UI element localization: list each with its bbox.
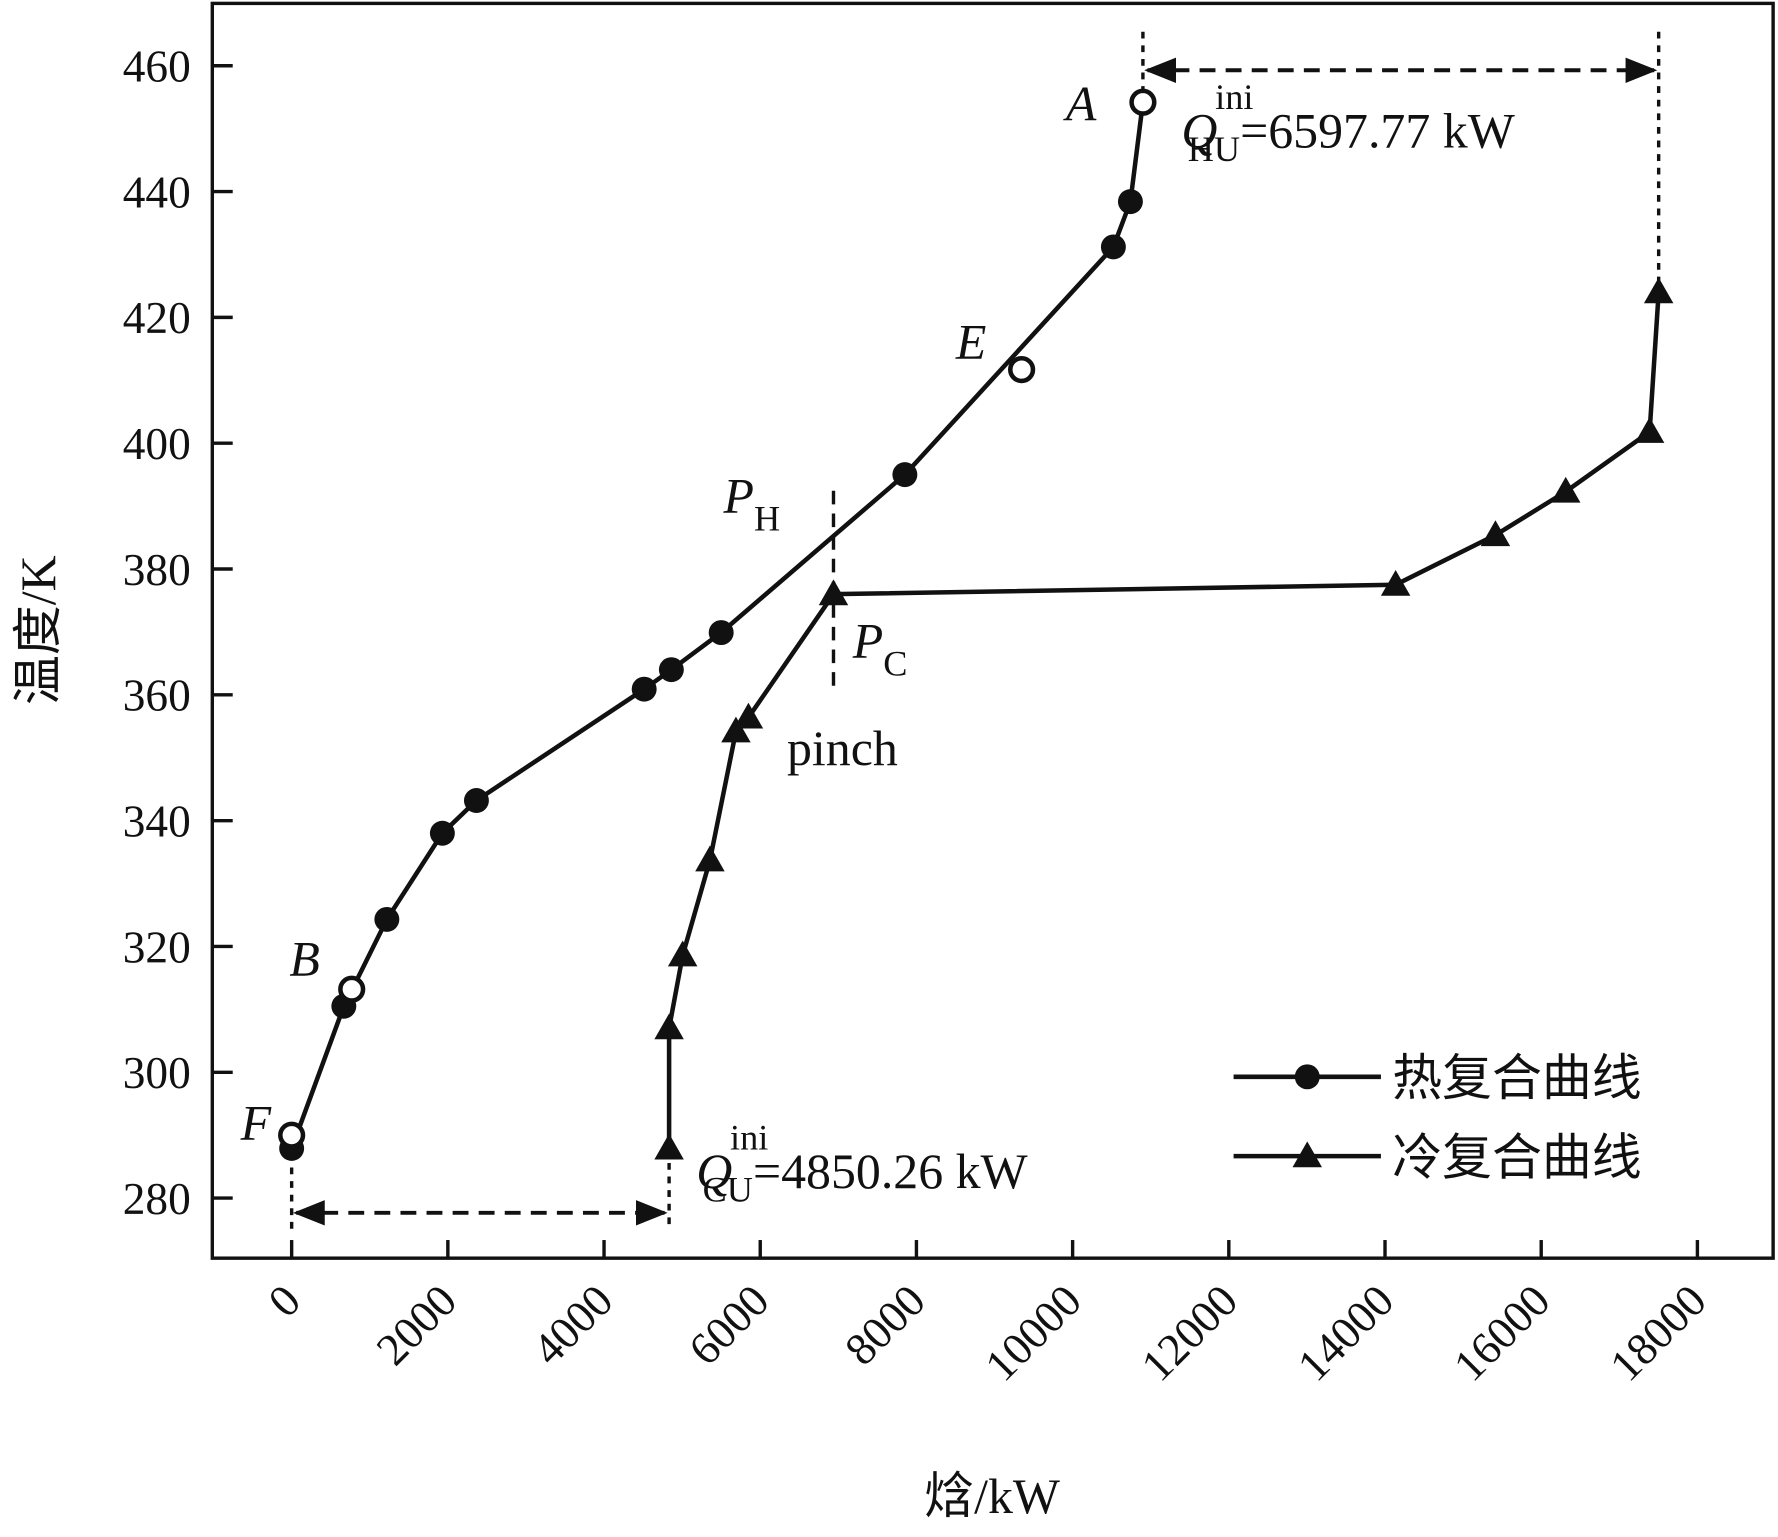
legend-circle-marker	[1294, 1064, 1320, 1090]
y-tick-label: 300	[123, 1048, 191, 1098]
triangle-marker	[733, 702, 764, 729]
y-tick-label: 460	[123, 42, 191, 92]
x-tick-label: 6000	[679, 1275, 778, 1374]
x-tick-label: 0	[259, 1275, 310, 1326]
circle-marker	[429, 820, 455, 846]
triangle-marker	[1480, 520, 1511, 547]
y-tick-label: 360	[123, 671, 191, 721]
y-tick-label: 340	[123, 797, 191, 847]
triangle-marker	[654, 1013, 684, 1040]
open-point-B	[338, 975, 366, 1003]
pinch-label: pinch	[787, 721, 898, 776]
triangle-marker	[721, 716, 751, 743]
triangle-marker	[654, 1133, 684, 1160]
y-tick-label: 400	[123, 419, 191, 469]
x-tick-label: 14000	[1288, 1275, 1403, 1390]
qcu-label: Qini CU=4850.26 kW	[696, 1117, 1027, 1209]
circle-marker	[463, 788, 489, 813]
x-axis-label: 焓/kW	[924, 1469, 1060, 1524]
x-tick-label: 18000	[1600, 1275, 1715, 1390]
y-tick-label: 380	[123, 545, 191, 595]
triangle-marker	[1292, 1141, 1322, 1168]
x-tick-label: 10000	[976, 1275, 1091, 1390]
open-point-F	[278, 1121, 306, 1149]
triangle-marker	[818, 579, 849, 606]
circle-marker	[631, 676, 657, 702]
open-point-E	[1008, 355, 1036, 384]
triangle-marker	[1380, 569, 1411, 596]
y-tick-label: 420	[123, 293, 191, 343]
pc-label: PC	[852, 613, 908, 683]
circle-marker	[892, 462, 918, 488]
point-label-B: B	[289, 932, 319, 987]
triangle-marker	[667, 940, 698, 967]
annotations: A E B F PH PC pinch Qini HU=6597.77 kW Qini CU=485…	[240, 31, 1661, 1231]
triangle-marker	[1550, 476, 1581, 503]
circle-marker	[374, 906, 400, 932]
y-tick-label: 280	[123, 1174, 191, 1224]
legend-label: 热复合曲线	[1392, 1051, 1641, 1106]
x-tick-label: 12000	[1132, 1275, 1247, 1390]
triangle-marker	[1643, 277, 1674, 304]
point-label-F: F	[240, 1096, 272, 1151]
cold-composite-line	[666, 292, 1661, 1149]
circle-marker	[1117, 189, 1143, 215]
x-tick-label: 16000	[1444, 1275, 1559, 1390]
x-tick-label: 2000	[367, 1275, 466, 1374]
qhu-label: Qini HU=6597.77 kW	[1181, 77, 1514, 169]
ph-label: PH	[723, 468, 781, 538]
x-tick-label: 8000	[835, 1275, 934, 1374]
y-tick-label: 320	[123, 922, 191, 972]
y-axis-label: 温度/K	[11, 555, 66, 705]
circle-marker	[708, 620, 734, 646]
circle-marker	[1100, 234, 1126, 260]
series-layer	[278, 88, 1674, 1161]
legend-label: 冷复合曲线	[1392, 1130, 1641, 1185]
triangle-marker	[1634, 417, 1665, 443]
x-tick-label: 4000	[523, 1275, 622, 1374]
y-tick-label: 440	[123, 167, 191, 217]
x-axis: 0 2000 4000 6000 8000 10000 12000 14000 16000 180…	[259, 1240, 1716, 1391]
y-axis: 280 300 320 340 360 380 400 420 440 460	[123, 42, 233, 1224]
point-label-E: E	[955, 314, 986, 369]
open-point-A	[1129, 88, 1157, 116]
point-label-A: A	[1063, 76, 1097, 131]
triangle-marker	[695, 845, 725, 872]
plot-frame	[210, 1, 1775, 1260]
circle-marker	[658, 657, 684, 683]
